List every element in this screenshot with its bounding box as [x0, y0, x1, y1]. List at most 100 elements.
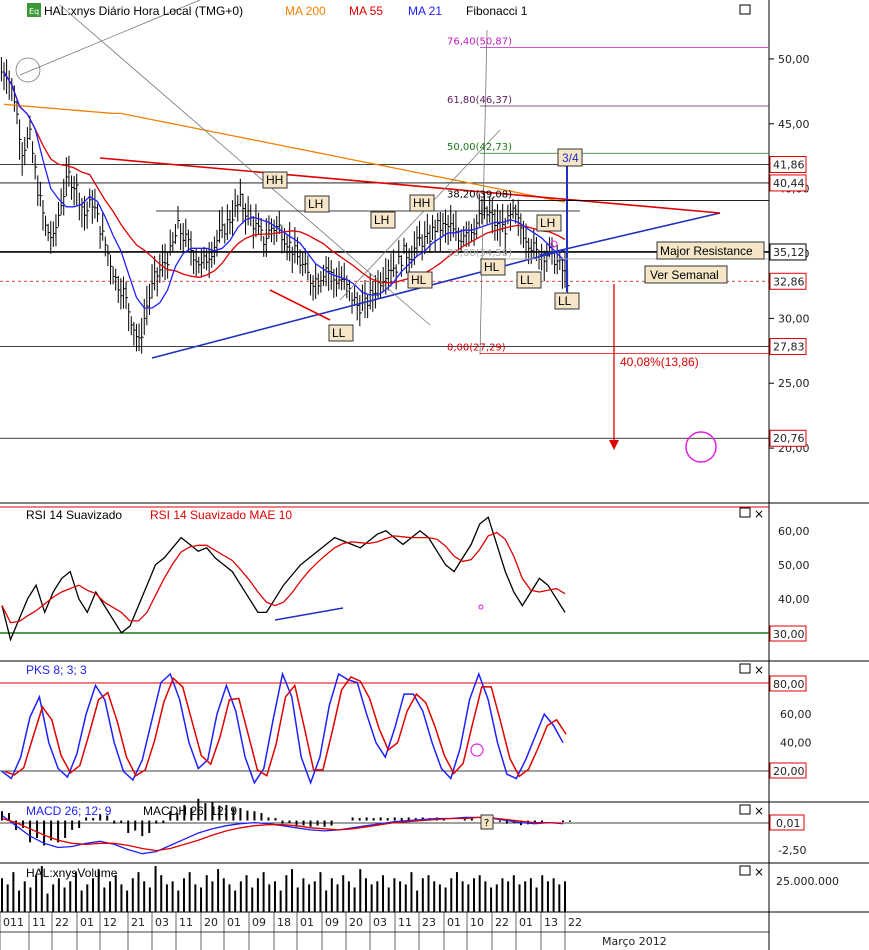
swing-labels: HH LH LH HH LH HL HL LL LL LL	[262, 171, 580, 342]
pks-level-80: 80,00	[773, 678, 805, 691]
x-tick-label: 01	[227, 916, 241, 929]
x-tick-label: 09	[252, 916, 266, 929]
swing-label: LH	[374, 213, 389, 227]
indicator-fibonacci: Fibonacci 1	[466, 4, 528, 18]
pks-level-20: 20,00	[773, 765, 805, 778]
price-panel-title: HAL:xnys Diário Hora Local (TMG+0)	[44, 4, 243, 18]
swing-label: HH	[413, 196, 430, 210]
price-y-tick: 50,00	[778, 53, 810, 66]
x-tick-label: 22	[495, 916, 509, 929]
swing-label: LL	[332, 326, 346, 340]
pks-title: PKS 8; 3; 3	[26, 663, 87, 677]
fibonacci-level-label: 23,60(34,58)	[447, 248, 512, 259]
swing-label: HL	[484, 260, 500, 274]
swing-label: LL	[558, 294, 572, 308]
indicator-ma21: MA 21	[408, 4, 442, 18]
macd-line	[1, 814, 564, 855]
fibonacci-level-label: 50,00(42,73)	[447, 142, 512, 153]
major-resistance-label: Major Resistance	[660, 244, 753, 258]
price-label: 32,86	[773, 275, 805, 288]
macd-maximize-button[interactable]	[739, 804, 751, 815]
x-tick-label: 20	[204, 916, 218, 929]
rsi-axis: 60,00 50,00 40,00	[778, 525, 810, 606]
macd-value-label: 0,01	[776, 817, 801, 830]
macd-tick: -2,50	[778, 844, 806, 857]
x-tick-label: 21	[131, 916, 145, 929]
volume-title: HAL:xnysVolume	[26, 866, 118, 880]
macd-title: MACD 26; 12; 9	[26, 804, 112, 818]
price-y-tick: 30,00	[778, 312, 810, 325]
rsi-title: RSI 14 Suavizado	[26, 508, 122, 522]
rsi-y-tick: 60,00	[778, 525, 810, 538]
swing-label: HL	[411, 273, 427, 287]
swing-label: LH	[540, 216, 555, 230]
x-tick-label: 11	[179, 916, 193, 929]
pks-y-tick: 40,00	[780, 737, 812, 750]
macd-hist-title: MACDH 26; 12; 9	[143, 804, 237, 818]
x-tick-label: 01	[300, 916, 314, 929]
volume-maximize-button[interactable]	[739, 865, 751, 876]
fibonacci-level-label: 38,20(39,08)	[447, 190, 512, 201]
x-tick-label: 11	[32, 916, 46, 929]
ma55-line	[3, 71, 566, 284]
price-label: 41,86	[773, 159, 805, 172]
x-tick-label: 09	[325, 916, 339, 929]
eq-badge: Eq	[29, 7, 39, 16]
x-tick-label: 23	[422, 916, 436, 929]
x-tick-label: 13	[544, 916, 558, 929]
price-axis: 50,0045,0040,0035,0030,0025,0020,0041,86…	[769, 53, 810, 455]
x-tick-label: 011	[3, 916, 24, 929]
x-tick-label: 22	[568, 916, 582, 929]
price-label: 27,83	[773, 341, 805, 354]
swing-label: LL	[520, 273, 534, 287]
ma21-line	[3, 71, 566, 309]
indicator-ma200: MA 200	[285, 4, 326, 18]
pks-maximize-button[interactable]	[739, 663, 751, 674]
x-axis: Março 2012 011 11 22 01 12 21 03 11 20 01 09 18 01 09…	[0, 912, 769, 950]
price-label: 40,44	[773, 177, 805, 190]
swing-label: LH	[308, 197, 323, 211]
pks-y-tick: 60,00	[780, 708, 812, 721]
target-pct-label: 40,08%(13,86)	[620, 355, 699, 369]
pks-panel: PKS 8; 3; 3 80,00 20,00 ×	[0, 663, 807, 785]
price-panel-maximize-button[interactable]	[739, 4, 751, 15]
price-label: 35,12	[773, 246, 805, 259]
x-tick-label: 03	[373, 916, 387, 929]
x-tick-label: 18	[277, 916, 291, 929]
macd-panel: ? MACD 26; 12; 9 MACDH 26; 12; 9 0,01 -2…	[0, 798, 806, 857]
fibonacci-labels: 76,40(50,87) 61,80(46,37) 50,00(42,73) 38,2…	[447, 37, 769, 354]
wave-label: 3/4	[562, 151, 579, 165]
rsi-maximize-button[interactable]	[739, 507, 751, 518]
volume-close-button[interactable]: ×	[754, 865, 764, 879]
price-y-tick: 45,00	[778, 118, 810, 131]
x-period-label: Março 2012	[602, 935, 667, 948]
fibonacci-level-label: 76,40(50,87)	[447, 37, 512, 48]
price-panel-header: Eq HAL:xnys Diário Hora Local (TMG+0) MA…	[27, 3, 751, 18]
volume-panel: HAL:xnysVolume 25.000.000 ×	[1, 865, 839, 912]
rsi-panel: RSI 14 Suavizado RSI 14 Suavizado MAE 10…	[0, 506, 807, 642]
moving-average-lines	[3, 71, 566, 309]
x-tick-label: 12	[103, 916, 117, 929]
pks-signal-line	[4, 675, 567, 778]
volume-bars	[1, 866, 566, 912]
price-y-tick: 25,00	[778, 377, 810, 390]
fibonacci-level-label: 0,00(27,29)	[447, 343, 506, 354]
macd-close-button[interactable]: ×	[754, 804, 764, 818]
fibonacci-level-label: 61,80(46,37)	[447, 95, 512, 106]
rsi-signal-line	[1, 531, 566, 624]
x-tick-label: 01	[80, 916, 94, 929]
svg-text:?: ?	[484, 818, 489, 829]
ma200-line	[3, 103, 566, 203]
x-tick-label: 10	[470, 916, 484, 929]
swing-label: HH	[266, 173, 283, 187]
rsi-y-tick: 50,00	[778, 559, 810, 572]
rsi-level-label: 30,00	[773, 628, 805, 641]
macd-signal-line	[1, 816, 564, 852]
x-tick-label: 22	[55, 916, 69, 929]
rsi-close-button[interactable]: ×	[754, 507, 764, 521]
rsi-line	[1, 516, 566, 642]
x-tick-label: 01	[447, 916, 461, 929]
pks-close-button[interactable]: ×	[754, 663, 764, 677]
price-label: 20,76	[773, 432, 805, 445]
